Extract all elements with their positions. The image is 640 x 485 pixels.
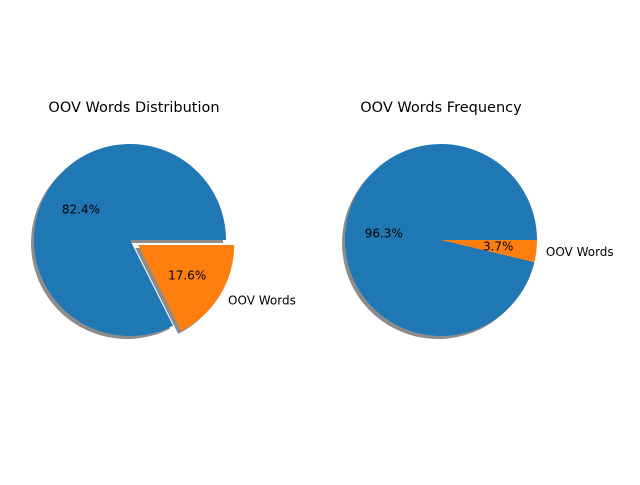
pie-slice — [33, 144, 227, 336]
chart-title: OOV Words Distribution — [48, 100, 219, 116]
pie-slice — [441, 240, 537, 263]
pie-slice — [345, 144, 537, 337]
pct-label: 17.6% — [168, 268, 206, 282]
pct-label: 3.7% — [483, 240, 514, 254]
pie-slice — [138, 245, 235, 331]
pct-label: 82.4% — [62, 203, 100, 217]
pie-chart-distribution: OOV Words Distribution 82.4% 17.6% OOV Wor… — [30, 100, 296, 339]
pie-chart-frequency: OOV Words Frequency 96.3% 3.7% OOV Words — [342, 100, 614, 340]
slice-label: OOV Words — [546, 245, 614, 259]
pct-label: 96.3% — [365, 226, 403, 240]
slice-label: OOV Words — [228, 294, 296, 308]
chart-title: OOV Words Frequency — [360, 100, 522, 116]
